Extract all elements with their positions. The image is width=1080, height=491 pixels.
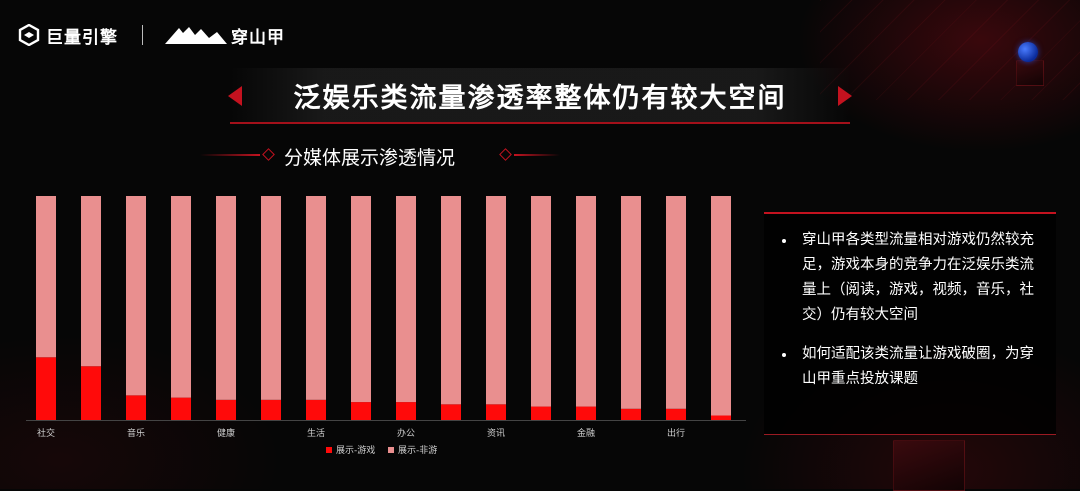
x-tick-label: 健康 [217,427,235,439]
bar-segment-non-game [711,196,731,416]
bar-segment-non-game [351,196,371,403]
bar-segment-game [486,404,506,420]
bar-segment-non-game [261,196,281,400]
bar-segment-game [216,399,236,420]
page-title: 泛娱乐类流量渗透率整体仍有较大空间 [293,83,787,114]
bar-segment-non-game [666,196,686,409]
logo-divider [142,25,143,45]
legend-label: 展示-非游 [398,444,437,456]
bar-segment-game [81,366,101,420]
bar-segment-non-game [36,196,56,358]
pangle-logo-icon [165,27,227,44]
chart-subtitle: 分媒体展示渗透情况 [284,147,456,169]
x-tick-label: 资讯 [487,428,505,439]
subtitle: 分媒体展示渗透情况 [200,142,560,169]
decor-cube [893,440,965,491]
insight-item: 穿山甲各类型流量相对游戏仍然较充足，游戏本身的竞争力在泛娱乐类流量上（阅读，游戏… [778,228,1042,328]
legend-label: 展示-游戏 [336,444,375,456]
bar-segment-game [351,402,371,420]
x-tick-label: 办公 [397,427,415,439]
bar-segment-non-game [126,196,146,396]
bar-segment-game [36,357,56,420]
header-logos: 巨量引擎 穿山甲 [18,20,285,50]
bar-segment-non-game [486,196,506,405]
insight-text: 穿山甲各类型流量相对游戏仍然较充足，游戏本身的竞争力在泛娱乐类流量上（阅读，游戏… [802,232,1034,323]
bar-segment-non-game [531,196,551,407]
bar-segment-game [171,397,191,420]
bar-segment-game [666,408,686,420]
insight-panel: 穿山甲各类型流量相对游戏仍然较充足，游戏本身的竞争力在泛娱乐类流量上（阅读，游戏… [764,212,1056,435]
decor-orb [1018,42,1038,62]
bar-segment-non-game [216,196,236,400]
bar-segment-game [441,404,461,420]
bar-segment-non-game [441,196,461,405]
bar-segment-game [711,415,731,420]
bullet-icon [782,239,786,243]
legend-swatch [326,447,332,453]
subtitle-line [514,154,560,156]
bar-segment-non-game [396,196,416,403]
x-tick-label: 生活 [307,427,325,439]
bullet-icon [782,353,786,357]
decor-cube [1016,60,1044,86]
diamond-icon [262,148,275,161]
brand-ocean-engine: 巨量引擎 [46,27,118,48]
bar-segment-game [126,395,146,420]
x-tick-label: 金融 [577,427,595,439]
bar-segment-non-game [81,196,101,367]
legend-swatch [388,447,394,453]
insight-list: 穿山甲各类型流量相对游戏仍然较充足，游戏本身的竞争力在泛娱乐类流量上（阅读，游戏… [764,214,1056,392]
bar-segment-game [306,399,326,420]
subtitle-line [200,154,260,156]
bar-segment-non-game [306,196,326,400]
x-tick-label: 社交 [37,427,55,439]
bar-segment-game [396,402,416,420]
bar-segment-game [621,408,641,420]
title-arrow-left-icon [228,86,242,106]
brand-pangle: 穿山甲 [231,27,285,48]
title-banner: 泛娱乐类流量渗透率整体仍有较大空间 [230,68,850,124]
bar-segment-game [576,406,596,420]
bar-segment-non-game [171,196,191,398]
x-tick-label: 出行 [667,427,685,439]
insight-item: 如何适配该类流量让游戏破圈，为穿山甲重点投放课题 [778,342,1042,392]
bar-segment-game [531,406,551,420]
diamond-icon [499,148,512,161]
title-arrow-right-icon [838,86,852,106]
bar-segment-game [261,399,281,420]
bar-segment-non-game [576,196,596,407]
insight-text: 如何适配该类流量让游戏破圈，为穿山甲重点投放课题 [802,346,1034,387]
ocean-engine-logo-icon [18,24,40,46]
x-tick-label: 音乐 [127,427,145,439]
bar-segment-non-game [621,196,641,409]
